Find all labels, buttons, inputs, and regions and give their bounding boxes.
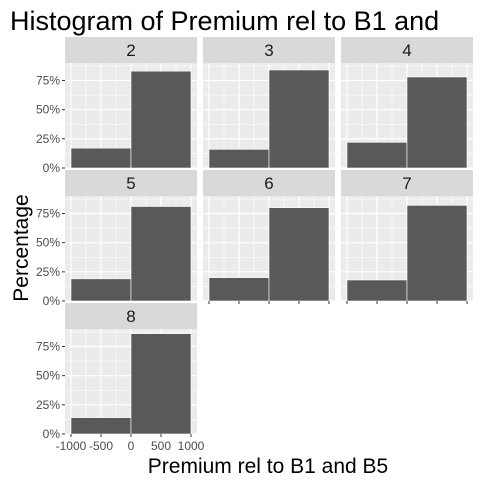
y-tick-label: 75% <box>36 74 60 88</box>
y-tick-label: 75% <box>36 207 60 221</box>
facet-strip <box>65 170 197 196</box>
facet-panel-3: 3 <box>203 37 335 169</box>
histogram-bar <box>406 76 468 169</box>
histogram-bar <box>70 278 132 302</box>
histogram-bar <box>268 207 330 302</box>
histogram-bar <box>268 69 330 169</box>
y-tick-label: 0% <box>43 427 61 441</box>
facet-strip-label: 2 <box>126 41 135 60</box>
histogram-bar <box>130 206 192 302</box>
x-tick-label: -500 <box>89 439 113 453</box>
y-axis-title: Percentage <box>10 194 33 301</box>
x-tick-label: -1000 <box>56 439 87 453</box>
y-tick-label: 25% <box>36 265 60 279</box>
histogram-bar <box>208 149 270 169</box>
facet-strip-label: 3 <box>264 41 273 60</box>
facet-panel-8: 8 0% 25% 50% 75% -1000 -500 0 500 1000 <box>36 303 205 453</box>
y-tick-label: 50% <box>36 236 60 250</box>
chart-title: Histogram of Premium rel to B1 and <box>10 6 439 36</box>
y-tick-label: 25% <box>36 132 60 146</box>
facet-strip <box>65 37 197 63</box>
facet-strip-label: 4 <box>402 41 411 60</box>
y-tick-label: 50% <box>36 369 60 383</box>
facet-panel-5: 50%25%50%75% <box>36 170 197 308</box>
facet-strip-label: 5 <box>126 174 135 193</box>
facet-panel-6: 6 <box>203 170 335 304</box>
x-tick-label: 1000 <box>178 439 205 453</box>
facet-panel-7: 7 <box>341 170 473 304</box>
histogram-bar <box>346 279 408 302</box>
facet-strip <box>65 303 197 329</box>
y-tick-label: 0% <box>43 161 61 175</box>
histogram-bar <box>208 277 270 302</box>
facet-strip-label: 8 <box>126 307 135 326</box>
histogram-bar <box>406 205 468 302</box>
histogram-bar <box>70 417 132 435</box>
facet-panel-4: 4 <box>341 37 473 169</box>
y-tick-label: 75% <box>36 340 60 354</box>
facet-strip <box>341 37 473 63</box>
facet-panels: 20%25%50%75%3 450%25%50%75%6 780%25%50%75%… <box>36 37 473 453</box>
y-tick-label: 50% <box>36 103 60 117</box>
facet-strip <box>203 170 335 196</box>
facet-strip-label: 7 <box>402 174 411 193</box>
facet-strip-label: 6 <box>264 174 273 193</box>
y-tick-label: 0% <box>43 294 61 308</box>
x-tick-label: 0 <box>128 439 135 453</box>
facet-panel-2: 2 0% 25% 50% 75% <box>36 37 197 175</box>
facet-strip <box>203 37 335 63</box>
x-tick-label: 500 <box>151 439 171 453</box>
x-axis-title: Premium rel to B1 and B5 <box>148 455 388 478</box>
facet-strip <box>341 170 473 196</box>
y-tick-label: 25% <box>36 398 60 412</box>
histogram-bar <box>130 70 192 169</box>
histogram-bar <box>70 147 132 169</box>
histogram-bar <box>346 142 408 169</box>
histogram-bar <box>130 333 192 435</box>
